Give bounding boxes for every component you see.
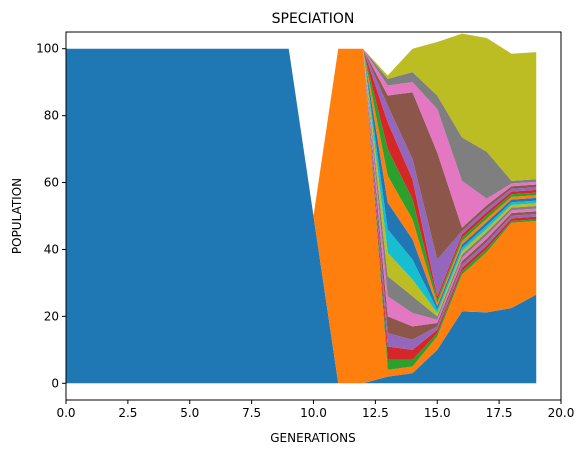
x-tick-label: 2.5 — [118, 406, 137, 420]
y-tick-label: 60 — [44, 176, 59, 190]
x-tick-label: 0.0 — [56, 406, 75, 420]
x-tick-label: 17.5 — [486, 406, 513, 420]
y-tick-label: 40 — [44, 242, 59, 256]
x-tick-label: 20.0 — [548, 406, 575, 420]
y-tick-label: 100 — [36, 42, 59, 56]
y-tick-label: 20 — [44, 309, 59, 323]
y-axis-label: POPULATION — [10, 178, 24, 254]
chart-title: SPECIATION — [272, 11, 355, 27]
x-tick-label: 15.0 — [424, 406, 451, 420]
y-tick-label: 80 — [44, 109, 59, 123]
x-tick-label: 5.0 — [180, 406, 199, 420]
x-tick-label: 7.5 — [242, 406, 261, 420]
x-tick-label: 12.5 — [362, 406, 389, 420]
y-tick-label: 0 — [51, 376, 59, 390]
x-axis-label: GENERATIONS — [270, 431, 355, 445]
x-tick-label: 10.0 — [300, 406, 327, 420]
